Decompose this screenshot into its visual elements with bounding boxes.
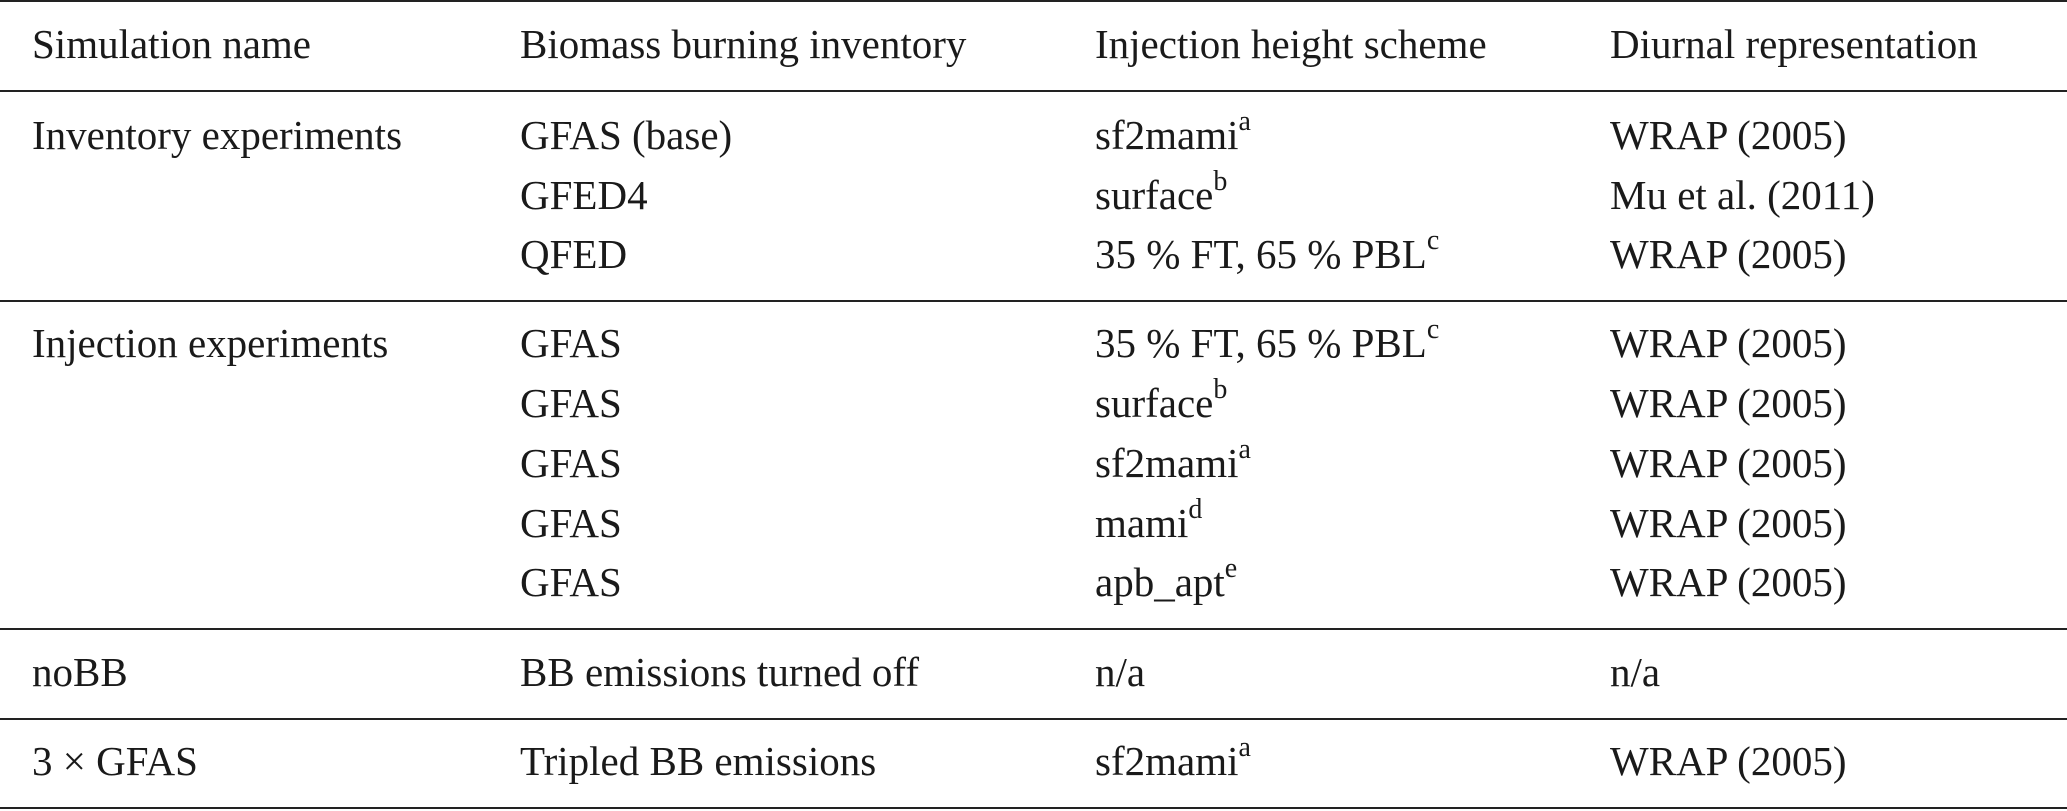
diurnal-cell: WRAP (2005): [1610, 112, 1847, 158]
inventory-cell: GFAS: [520, 559, 622, 605]
diurnal-cell: WRAP (2005): [1610, 440, 1847, 486]
footnote-marker: d: [1188, 494, 1203, 526]
header-biomass-inventory: Biomass burning inventory: [520, 21, 967, 67]
scheme-cell: sf2mamia: [1095, 106, 1251, 158]
inventory-cell: GFAS: [520, 500, 622, 546]
inventory-cell: GFED4: [520, 172, 648, 218]
diurnal-cell: WRAP (2005): [1610, 738, 1847, 784]
diurnal-cell: WRAP (2005): [1610, 380, 1847, 426]
inventory-cell: GFAS: [520, 320, 622, 366]
inventory-cell: GFAS: [520, 440, 622, 486]
scheme-cell: apb_apte: [1095, 553, 1238, 605]
group-name: 3 × GFAS: [32, 738, 198, 784]
diurnal-cell: n/a: [1610, 649, 1661, 695]
diurnal-cell: WRAP (2005): [1610, 231, 1847, 277]
footnote-marker: b: [1213, 166, 1228, 198]
footnote-marker: b: [1213, 374, 1228, 406]
scheme-cell: sf2mamia: [1095, 732, 1251, 784]
group-divider-rule: [0, 628, 2067, 630]
group-name: Injection experiments: [32, 320, 389, 366]
scheme-cell: surfaceb: [1095, 374, 1228, 426]
group-divider-rule: [0, 300, 2067, 302]
group-divider-rule: [0, 718, 2067, 720]
footnote-marker: a: [1238, 732, 1251, 764]
inventory-cell: QFED: [520, 231, 628, 277]
scheme-cell: 35 % FT, 65 % PBLc: [1095, 225, 1440, 277]
footnote-marker: a: [1238, 106, 1251, 138]
inventory-cell: GFAS: [520, 380, 622, 426]
header-injection-scheme: Injection height scheme: [1095, 21, 1487, 67]
scheme-cell: n/a: [1095, 649, 1146, 695]
inventory-cell: BB emissions turned off: [520, 649, 919, 695]
diurnal-cell: WRAP (2005): [1610, 500, 1847, 546]
group-name: Inventory experiments: [32, 112, 403, 158]
inventory-cell: Tripled BB emissions: [520, 738, 877, 784]
footnote-marker: e: [1224, 553, 1238, 585]
scheme-cell: mamid: [1095, 494, 1203, 546]
diurnal-cell: WRAP (2005): [1610, 320, 1847, 366]
table-top-rule: [0, 0, 2067, 2]
footnote-marker: c: [1426, 225, 1440, 257]
header-bottom-rule: [0, 90, 2067, 92]
group-name: noBB: [32, 649, 128, 695]
header-simulation-name: Simulation name: [32, 21, 311, 67]
scheme-cell: surfaceb: [1095, 166, 1228, 218]
header-diurnal-representation: Diurnal representation: [1610, 21, 1978, 67]
diurnal-cell: WRAP (2005): [1610, 559, 1847, 605]
scheme-cell: sf2mamia: [1095, 434, 1251, 486]
table-bottom-rule: [0, 807, 2067, 809]
inventory-cell: GFAS (base): [520, 112, 733, 158]
diurnal-cell: Mu et al. (2011): [1610, 172, 1875, 218]
footnote-marker: c: [1426, 314, 1440, 346]
scheme-cell: 35 % FT, 65 % PBLc: [1095, 314, 1440, 366]
footnote-marker: a: [1238, 434, 1251, 466]
